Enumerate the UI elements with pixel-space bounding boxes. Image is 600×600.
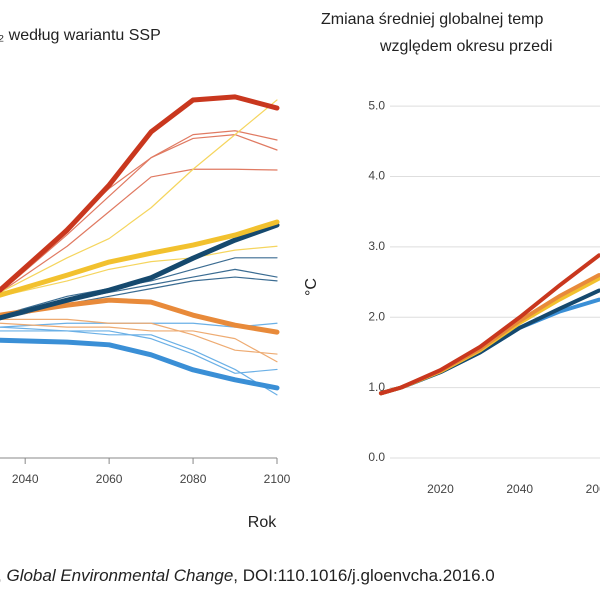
footer-text: , DOI:110.1016/j.gloenvcha.2016.0 xyxy=(233,566,494,585)
x-axis-label: Rok xyxy=(248,514,277,531)
series-line xyxy=(378,276,600,396)
x-tick-label: 2020 xyxy=(427,482,454,496)
series-line xyxy=(0,222,280,321)
footer-journal: Global Environmental Change xyxy=(6,566,233,585)
y-tick-label: 3.0 xyxy=(368,239,385,253)
series-line xyxy=(0,99,278,294)
y-tick-label: 4.0 xyxy=(368,169,385,183)
x-tick-label: 2100 xyxy=(264,472,291,486)
series-line xyxy=(0,326,278,374)
y-tick-label: 0.0 xyxy=(368,450,385,464)
footer-text: , xyxy=(0,566,2,585)
footer: , Global Environmental Change, DOI:110.1… xyxy=(0,566,495,585)
x-tick-label: 2060 xyxy=(586,482,600,496)
series-line xyxy=(0,168,278,294)
y-tick-label: 5.0 xyxy=(368,98,385,112)
x-tick-label: 2060 xyxy=(96,472,123,486)
series-line xyxy=(0,322,278,363)
series-line xyxy=(0,297,280,335)
right-title: względem okresu przedi xyxy=(379,38,553,55)
series-line xyxy=(0,257,278,317)
left-title: ₂ według wariantu SSP xyxy=(0,27,161,44)
series-line xyxy=(0,94,280,293)
series-line xyxy=(0,130,278,294)
series-line xyxy=(378,253,600,396)
x-tick-label: 2040 xyxy=(506,482,533,496)
x-tick-label: 2080 xyxy=(180,472,207,486)
series-line xyxy=(0,245,278,297)
series-line xyxy=(0,318,278,355)
right-title: Zmiana średniej globalnej temp xyxy=(321,11,543,28)
x-tick-label: 2040 xyxy=(12,472,39,486)
y-tick-label: 1.0 xyxy=(368,380,385,394)
series-line xyxy=(0,134,278,294)
series-line xyxy=(378,273,600,396)
series-line xyxy=(0,337,280,391)
y-axis-label: °C xyxy=(303,278,320,296)
series-line xyxy=(0,219,280,298)
y-tick-label: 2.0 xyxy=(368,309,385,323)
